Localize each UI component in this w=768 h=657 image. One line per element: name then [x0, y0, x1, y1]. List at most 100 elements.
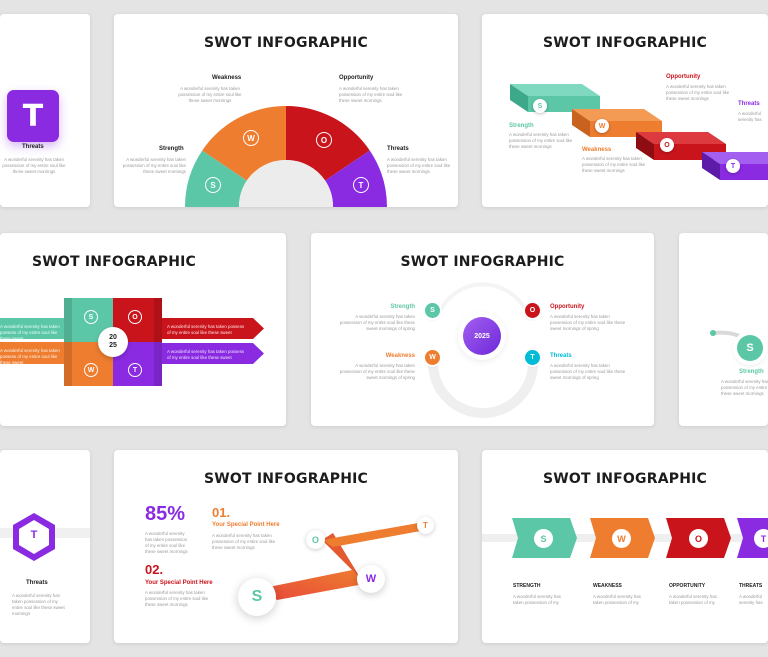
threats-desc: A wonderful serenity has taken possessio… [12, 593, 65, 616]
letter-o: O [529, 307, 536, 314]
weakness-desc: A wonderful serenity has taken possessio… [339, 363, 415, 380]
center-year-badge: 2025 [463, 317, 501, 355]
letter-s: S [537, 102, 543, 110]
opportunity-desc: A wonderful serenity has taken possessio… [669, 594, 717, 605]
weakness-desc: A wonderful serenity has taken possessio… [178, 86, 242, 103]
threats-desc: A wonderful serenity has taken possess o… [167, 349, 245, 360]
strength-label: Strength [390, 304, 415, 310]
threats-desc: A wonderful serenity has taken possessio… [387, 157, 451, 174]
semicircle-chart [185, 106, 388, 207]
opportunity-label: Opportunity [666, 74, 701, 80]
letter-t: T [760, 533, 767, 544]
circle-diagram [428, 282, 538, 418]
letter-w: W [598, 122, 606, 130]
stat-percent: 85% [145, 503, 186, 525]
letter-s: S [540, 533, 547, 544]
letter-w: W [617, 533, 626, 544]
letter-s: S [88, 313, 94, 321]
slide-thumb-arrows-2025[interactable]: SWOT INFOGRAPHIC A wonderful serenity ha… [0, 233, 286, 426]
opportunity-desc: A wonderful serenity has taken possessio… [666, 84, 730, 101]
weakness-desc: A wonderful serenity has taken possessio… [582, 156, 646, 173]
point2-desc: A wonderful serenity has taken possessio… [145, 590, 209, 607]
threats-label: Threats [738, 101, 760, 107]
letter-t: T [30, 529, 38, 541]
threats-desc: A wonderful serenity has taken possessio… [738, 111, 762, 124]
year-part-b: 25 [109, 342, 117, 349]
slide-title: SWOT INFOGRAPHIC [203, 35, 368, 51]
strength-label: Strength [159, 146, 184, 152]
point1-desc: A wonderful serenity has taken possessio… [212, 533, 276, 550]
weakness-desc: A wonderful serenity has taken possess o… [0, 348, 60, 365]
hexagon [13, 513, 55, 561]
year-part-a: 20 [109, 334, 117, 341]
steps-chart [510, 84, 768, 180]
threats-label: Threats [22, 144, 44, 150]
slide-title: SWOT INFOGRAPHIC [542, 35, 707, 51]
slide-thumb-3d-steps[interactable]: SWOT INFOGRAPHIC S W O T Opportunity A w… [482, 14, 768, 207]
weakness-label: Weakness [212, 75, 242, 81]
center-year: 2025 [474, 332, 490, 340]
point2-number: 02. [145, 562, 164, 577]
slide-thumb-stats-path[interactable]: SWOT INFOGRAPHIC 85% A wonderful serenit… [114, 450, 458, 643]
slide-thumb-circle-2025[interactable]: SWOT INFOGRAPHIC 2025 S O W T Strength A… [311, 233, 654, 426]
strength-desc: A wonderful serenity has taken possess o… [0, 324, 60, 341]
strength-desc: A wonderful serenity has taken possessio… [721, 379, 768, 396]
point2-label: Your Special Point Here [145, 580, 213, 586]
opportunity-desc: A wonderful serenity has taken possessio… [339, 86, 403, 103]
strength-desc: A wonderful serenity has taken possessio… [513, 594, 561, 605]
letter-s: S [210, 180, 216, 190]
slide-title: SWOT INFOGRAPHIC [203, 471, 368, 487]
weakness-desc: A wonderful serenity has taken possessio… [593, 594, 641, 605]
slide-thumb-semicircle[interactable]: SWOT INFOGRAPHIC S W O T Weakness A wond… [114, 14, 458, 207]
zigzag-path [264, 522, 426, 600]
letter-t: T [530, 354, 535, 361]
weakness-label: Weakness [385, 353, 415, 359]
threats-letter-tile: T [7, 90, 59, 142]
weakness-label: WEAKNESS [593, 583, 622, 589]
strength-desc: A wonderful serenity has taken possessio… [509, 132, 573, 149]
weakness-label: Weakness [582, 147, 612, 153]
letter-t: T [132, 366, 138, 374]
slide-title: SWOT INFOGRAPHIC [400, 254, 565, 270]
strength-label: Strength [739, 369, 764, 375]
year-badge: 20 25 [98, 327, 128, 357]
letter-w: W [87, 366, 95, 374]
strength-label: Strength [509, 123, 534, 129]
slide-thumb-threats-square[interactable]: T Threats A wonderful serenity has taken… [0, 14, 90, 207]
opportunity-label: Opportunity [339, 75, 374, 81]
threats-label: THREATS [739, 583, 763, 589]
threats-label: Threats [550, 353, 572, 359]
letter-o: O [132, 313, 138, 321]
slide-title: SWOT INFOGRAPHIC [542, 471, 707, 487]
letter-w: W [365, 573, 377, 585]
threats-desc: A wonderful serenity has taken possessio… [2, 157, 66, 174]
strength-desc: A wonderful serenity has taken possessio… [122, 157, 186, 174]
opportunity-label: Opportunity [550, 304, 585, 310]
threats-desc: A wonderful serenity has taken possessio… [739, 594, 763, 605]
letter-t: T [423, 521, 428, 530]
letter-o: O [694, 533, 702, 544]
threats-label: Threats [387, 146, 409, 152]
letter-o: O [664, 141, 670, 149]
slide-title: SWOT INFOGRAPHIC [31, 254, 196, 270]
threats-label: Threats [26, 580, 48, 586]
threats-desc: A wonderful serenity has taken possessio… [550, 363, 626, 380]
letter-w: W [247, 133, 255, 143]
slide-thumb-chevrons[interactable]: SWOT INFOGRAPHIC S W O T STRENGTH A wond… [482, 450, 768, 643]
curve-line [710, 330, 755, 349]
letter-s: S [746, 342, 754, 354]
stat-desc: A wonderful serenity has taken possessio… [145, 531, 188, 554]
slide-thumb-hexagon-partial[interactable]: T Threats A wonderful serenity has taken… [0, 450, 90, 643]
strength-desc: A wonderful serenity has taken possessio… [339, 314, 415, 331]
letter-w: W [429, 354, 436, 361]
slide-thumb-curve-partial[interactable]: S Strength A wonderful serenity has take… [679, 233, 768, 426]
opportunity-desc: A wonderful serenity has taken possess o… [167, 324, 245, 335]
letter-t: T [358, 180, 364, 190]
strength-label: STRENGTH [513, 583, 541, 589]
letter-o: O [311, 534, 319, 545]
point1-number: 01. [212, 505, 231, 520]
point1-label: Your Special Point Here [212, 522, 280, 528]
letter-t: T [730, 162, 736, 170]
letter-s: S [251, 588, 263, 605]
opportunity-desc: A wonderful serenity has taken possessio… [550, 314, 626, 331]
